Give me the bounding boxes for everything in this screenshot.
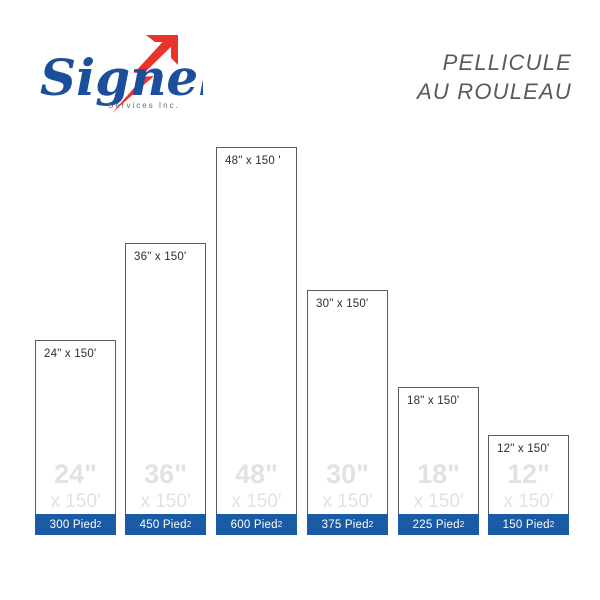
bar-watermark-width: 30" — [326, 459, 369, 489]
bar-watermark-width: 48" — [235, 459, 278, 489]
bar-top-label: 48" x 150 ' — [225, 155, 281, 167]
title-line-2: AU ROULEAU — [416, 79, 572, 105]
bar-top-label: 30" x 150' — [316, 298, 369, 310]
logo-tagline: Services Inc. — [108, 101, 180, 110]
bar-watermark-width: 12" — [507, 459, 550, 489]
bar-watermark-width: 36" — [144, 459, 187, 489]
bar-watermark-label: 24" x 150' — [36, 459, 115, 512]
bar-12in[interactable]: 12" x 150' 12" x 150' 150 Pied 2 — [487, 435, 570, 536]
bar-48in[interactable]: 48" x 150 ' 48" x 150' 600 Pied 2 — [215, 147, 298, 536]
bar-area-value: 225 — [412, 518, 433, 531]
bar-area-value: 600 — [230, 518, 251, 531]
bar-area-badge[interactable]: 300 Pied 2 — [34, 514, 117, 536]
bar-area-unit: Pied — [344, 518, 369, 531]
bar-area-value: 450 — [139, 518, 160, 531]
bar-watermark-length: x 150' — [322, 491, 373, 512]
signel-logo: Signel Services Inc. — [38, 33, 203, 115]
page-title: PELLICULE AU ROULEAU — [417, 48, 572, 106]
bar-30in[interactable]: 30" x 150' 30" x 150' 375 Pied 2 — [306, 290, 389, 536]
signel-logo-graphic: Signel Services Inc. — [40, 35, 203, 113]
bar-watermark-width: 18" — [417, 459, 460, 489]
bar-top-label: 18" x 150' — [407, 395, 460, 407]
bar-area-badge[interactable]: 600 Pied 2 — [215, 514, 298, 536]
bar-watermark-length: x 150' — [503, 491, 554, 512]
bar-watermark-length: x 150' — [413, 491, 464, 512]
bar-area-value: 300 — [49, 518, 70, 531]
bar-top-label: 12" x 150' — [497, 443, 550, 455]
bar-watermark-length: x 150' — [231, 491, 282, 512]
bar-watermark-label: 18" x 150' — [399, 459, 478, 512]
bar-area-badge[interactable]: 450 Pied 2 — [124, 514, 207, 536]
bar-area-unit: Pied — [525, 518, 550, 531]
bar-area-value: 375 — [321, 518, 342, 531]
bar-area-unit: Pied — [72, 518, 97, 531]
title-line-1: PELLICULE — [442, 50, 572, 75]
bar-watermark-label: 48" x 150' — [217, 459, 296, 512]
bar-watermark-label: 30" x 150' — [308, 459, 387, 512]
lightning-arrow-icon — [112, 35, 176, 113]
bar-top-label: 24" x 150' — [44, 348, 97, 360]
bar-area-value: 150 — [502, 518, 523, 531]
bar-18in[interactable]: 18" x 150' 18" x 150' 225 Pied 2 — [397, 387, 480, 536]
bar-watermark-length: x 150' — [50, 491, 101, 512]
bar-watermark-label: 36" x 150' — [126, 459, 205, 512]
bar-area-unit: Pied — [435, 518, 460, 531]
bar-top-label: 36" x 150' — [134, 251, 187, 263]
bar-watermark-label: 12" x 150' — [489, 459, 568, 512]
arrow-head-icon — [146, 35, 178, 65]
bar-area-badge[interactable]: 225 Pied 2 — [397, 514, 480, 536]
bar-area-badge[interactable]: 375 Pied 2 — [306, 514, 389, 536]
bar-area-unit: Pied — [253, 518, 278, 531]
bar-24in[interactable]: 24" x 150' 24" x 150' 300 Pied 2 — [34, 340, 117, 536]
bar-area-unit: Pied — [162, 518, 187, 531]
bar-watermark-length: x 150' — [140, 491, 191, 512]
bar-watermark-width: 24" — [54, 459, 97, 489]
bar-area-badge[interactable]: 150 Pied 2 — [487, 514, 570, 536]
logo-wordmark: Signel — [40, 48, 203, 107]
bar-36in[interactable]: 36" x 150' 36" x 150' 450 Pied 2 — [124, 243, 207, 536]
